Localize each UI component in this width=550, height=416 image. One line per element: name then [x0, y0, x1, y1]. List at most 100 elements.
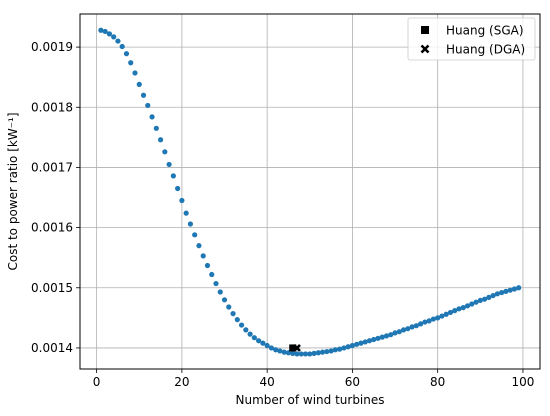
data-point	[119, 43, 125, 50]
data-point	[354, 341, 360, 347]
data-point	[136, 81, 142, 87]
data-point	[490, 292, 496, 299]
data-point	[175, 185, 181, 192]
data-point	[115, 38, 121, 44]
legend-marker-square	[421, 26, 429, 34]
data-point	[473, 299, 479, 305]
data-point	[511, 286, 518, 292]
data-point	[221, 297, 228, 303]
x-axis-label: Number of wind turbines	[235, 393, 384, 407]
plot-area	[98, 27, 522, 357]
data-point	[481, 296, 488, 302]
data-point	[192, 232, 198, 238]
data-point	[375, 335, 381, 341]
data-point	[213, 280, 219, 287]
data-point	[294, 351, 300, 357]
data-point	[452, 308, 458, 314]
data-point	[302, 351, 309, 357]
data-point	[503, 288, 509, 294]
data-point	[443, 311, 449, 317]
dga-point	[293, 344, 301, 352]
data-point	[418, 321, 424, 327]
data-point	[332, 347, 338, 353]
data-point	[388, 332, 394, 338]
legend-label: Huang (DGA)	[446, 43, 525, 57]
data-point	[477, 297, 483, 304]
data-point	[132, 70, 138, 76]
data-point	[426, 318, 432, 324]
data-point	[251, 335, 257, 341]
legend-label: Huang (SGA)	[446, 24, 524, 38]
grid	[80, 14, 540, 369]
data-point	[366, 338, 373, 344]
data-point	[128, 60, 134, 66]
data-point	[464, 303, 471, 309]
data-point	[179, 197, 185, 204]
data-point	[409, 324, 415, 330]
data-point	[234, 317, 240, 323]
sga-point	[289, 344, 297, 352]
data-point	[435, 315, 441, 321]
data-point	[123, 51, 130, 57]
data-point	[281, 349, 287, 355]
axes-frame	[79, 13, 541, 370]
data-point	[106, 31, 113, 37]
data-point	[379, 334, 385, 340]
data-point	[383, 333, 390, 339]
data-point	[209, 271, 215, 278]
data-point	[153, 125, 159, 131]
data-point	[494, 291, 500, 297]
data-point	[362, 339, 368, 345]
data-point	[102, 28, 108, 35]
data-point	[413, 323, 419, 329]
y-tick-label: 0.0016	[31, 221, 73, 235]
data-point	[187, 221, 194, 227]
data-point	[273, 347, 279, 353]
data-point	[328, 348, 334, 354]
data-point	[170, 173, 176, 179]
data-point	[217, 289, 223, 295]
data-point	[341, 345, 347, 351]
x-tick-label: 0	[93, 375, 101, 389]
data-point	[307, 351, 313, 357]
x-tick-label: 20	[174, 375, 189, 389]
data-point	[256, 338, 262, 344]
y-tick-label: 0.0018	[31, 100, 73, 114]
data-point	[315, 350, 321, 356]
data-point	[456, 306, 462, 312]
data-point	[149, 114, 155, 120]
data-point	[430, 316, 437, 322]
data-point	[145, 102, 151, 109]
data-point	[324, 348, 330, 355]
data-point	[277, 348, 283, 354]
x-tick-label: 40	[260, 375, 275, 389]
data-point	[166, 161, 172, 168]
legend-marker-x	[420, 44, 430, 54]
data-point	[243, 327, 249, 333]
data-point	[507, 287, 513, 293]
data-point	[447, 309, 454, 316]
data-point	[371, 336, 377, 343]
data-point	[439, 313, 445, 319]
data-point	[247, 331, 253, 337]
data-point	[469, 301, 475, 307]
data-point	[358, 340, 364, 346]
data-point	[260, 340, 266, 346]
data-point	[162, 149, 168, 155]
data-point	[337, 346, 343, 352]
data-point	[200, 253, 206, 259]
data-point	[460, 305, 466, 311]
y-tick-label: 0.0014	[31, 341, 73, 355]
data-point	[298, 351, 304, 357]
data-point	[183, 210, 189, 216]
data-point	[516, 285, 522, 291]
data-point	[422, 319, 428, 325]
x-tick-label: 60	[345, 375, 360, 389]
legend-box	[407, 17, 536, 61]
data-point	[400, 327, 407, 333]
data-point	[157, 137, 164, 143]
data-point	[238, 322, 245, 328]
data-point	[349, 342, 356, 349]
legend: Huang (SGA) Huang (DGA)	[407, 17, 536, 61]
data-point	[268, 345, 275, 351]
